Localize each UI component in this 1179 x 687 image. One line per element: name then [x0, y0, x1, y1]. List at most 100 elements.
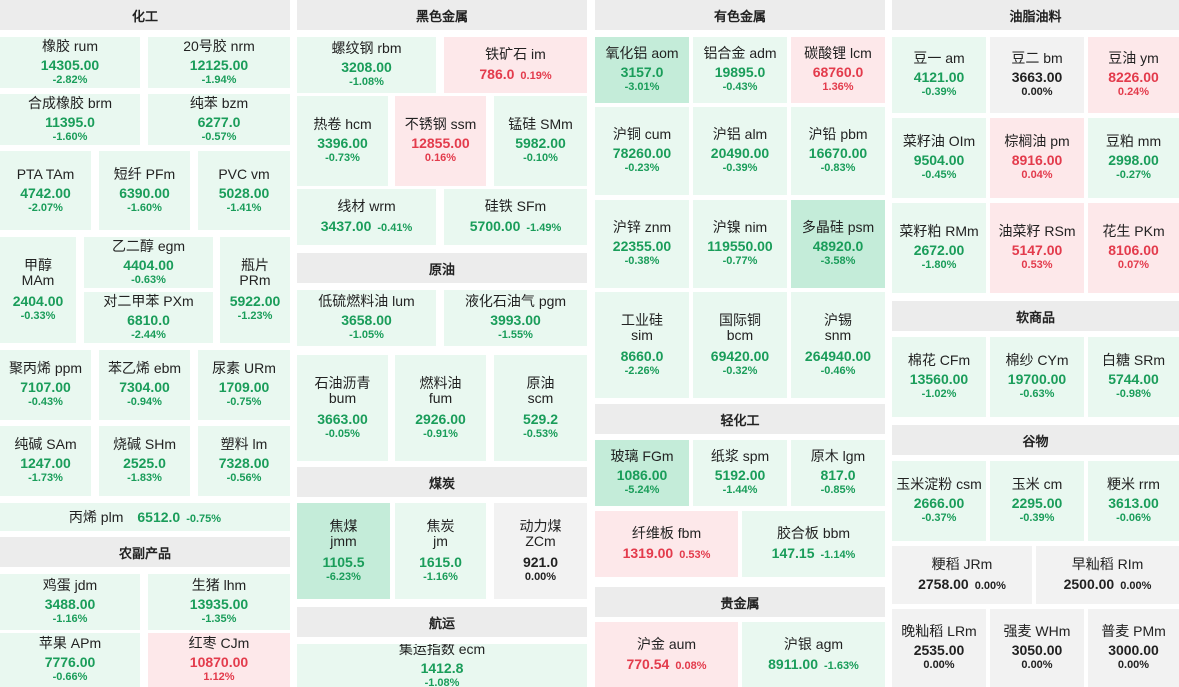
contract-tile-sh[interactable]: 烧碱 SHm 2525.0 -1.83%	[99, 426, 190, 496]
contract-tile-cf[interactable]: 棉花 CFm 13560.00 -1.02%	[892, 337, 986, 417]
contract-change: -0.27%	[1116, 169, 1151, 181]
contract-tile-cj[interactable]: 红枣 CJm 10870.00 1.12%	[148, 633, 290, 687]
contract-tile-c[interactable]: 玉米 cm 2295.00 -0.39%	[990, 461, 1084, 541]
contract-tile-ri[interactable]: 早籼稻 RIm 2500.00 0.00%	[1036, 546, 1179, 604]
contract-tile-m[interactable]: 豆粕 mm 2998.00 -0.27%	[1088, 118, 1179, 198]
contract-tile-rr[interactable]: 粳米 rrm 3613.00 -0.06%	[1088, 461, 1179, 541]
contract-name: 碳酸锂 lcm	[804, 45, 872, 61]
contract-change: -1.35%	[201, 613, 237, 625]
contract-tile-body: 鸡蛋 jdm 3488.00 -1.16%	[43, 578, 97, 626]
contract-tile-pta[interactable]: PTA TAm 4742.00 -2.07%	[0, 151, 91, 230]
contract-tile-rubber[interactable]: 橡胶 rum 14305.00 -2.82%	[0, 37, 140, 88]
contract-tile-lg[interactable]: 原木 lgm 817.0 -0.85%	[791, 440, 885, 506]
contract-tile-oi[interactable]: 菜籽油 OIm 9504.00 -0.45%	[892, 118, 986, 198]
contract-tile-pk[interactable]: 花生 PKm 8106.00 0.07%	[1088, 203, 1179, 293]
contract-tile-ao[interactable]: 氧化铝 aom 3157.0 -3.01%	[595, 37, 689, 103]
contract-tile-a[interactable]: 豆一 am 4121.00 -0.39%	[892, 37, 986, 113]
contract-change: 0.53%	[679, 549, 711, 561]
contract-tile-body: 白糖 SRm 5744.00 -0.98%	[1102, 353, 1165, 401]
contract-tile-rs[interactable]: 油菜籽 RSm 5147.00 0.53%	[990, 203, 1084, 293]
contract-tile-cu[interactable]: 沪铜 cum 78260.00 -0.23%	[595, 107, 689, 195]
contract-tile-body: 螺纹钢 rbm 3208.00 -1.08%	[332, 41, 402, 89]
contract-tile-bb[interactable]: 胶合板 bbm 147.15 -1.14%	[742, 511, 885, 577]
contract-tile-jr[interactable]: 粳稻 JRm 2758.00 0.00%	[892, 546, 1032, 604]
contract-tile-pf[interactable]: 短纤 PFm 6390.00 -1.60%	[99, 151, 190, 230]
contract-tile-p[interactable]: 棕榈油 pm 8916.00 0.04%	[990, 118, 1084, 198]
contract-tile-j[interactable]: 焦炭 jm 1615.0 -1.16%	[395, 503, 486, 599]
contract-change: -2.07%	[28, 201, 63, 214]
contract-tile-ur[interactable]: 尿素 URm 1709.00 -0.75%	[198, 350, 290, 420]
contract-tile-sr[interactable]: 白糖 SRm 5744.00 -0.98%	[1088, 337, 1179, 417]
contract-tile-lh[interactable]: 生猪 lhm 13935.00 -1.35%	[148, 574, 290, 630]
contract-tile-body: 晚籼稻 LRm 2535.00 0.00%	[901, 624, 976, 672]
contract-tile-fu[interactable]: 燃料油 fum 2926.00 -0.91%	[395, 355, 486, 461]
contract-tile-sp[interactable]: 纸浆 spm 5192.00 -1.44%	[693, 440, 787, 506]
contract-tile-l[interactable]: 塑料 lm 7328.00 -0.56%	[198, 426, 290, 496]
contract-tile-wh[interactable]: 强麦 WHm 3050.00 0.00%	[990, 609, 1084, 687]
contract-price: 69420.00	[710, 347, 770, 364]
contract-tile-eg[interactable]: 乙二醇 egm 4404.00 -0.63%	[84, 237, 213, 288]
contract-tile-i[interactable]: 铁矿石 im 786.0 0.19%	[444, 37, 587, 93]
contract-tile-ec[interactable]: 集运指数 ecm 1412.8 -1.08%	[297, 644, 587, 687]
contract-tile-bzm[interactable]: 纯苯 bzm 6277.0 -0.57%	[148, 94, 290, 145]
contract-tile-body: 尿素 URm 1709.00 -0.75%	[212, 361, 276, 409]
contract-tile-si[interactable]: 工业硅 sim 8660.0 -2.26%	[595, 292, 689, 398]
contract-tile-body: 烧碱 SHm 2525.0 -1.83%	[113, 437, 176, 485]
contract-tile-bc[interactable]: 国际铜 bcm 69420.00 -0.32%	[693, 292, 787, 398]
contract-tile-sc[interactable]: 原油 scm 529.2 -0.53%	[494, 355, 587, 461]
contract-tile-zn[interactable]: 沪锌 znm 22355.00 -0.38%	[595, 200, 689, 288]
contract-tile-ad[interactable]: 铝合金 adm 19895.0 -0.43%	[693, 37, 787, 103]
contract-tile-pp[interactable]: 聚丙烯 ppm 7107.00 -0.43%	[0, 350, 91, 420]
contract-tile-sf[interactable]: 硅铁 SFm 5700.00 -1.49%	[444, 189, 587, 245]
contract-name: 橡胶 rum	[42, 37, 98, 54]
contract-tile-px[interactable]: 对二甲苯 PXm 6810.0 -2.44%	[84, 292, 213, 343]
contract-tile-al[interactable]: 沪铝 alm 20490.00 -0.39%	[693, 107, 787, 195]
contract-tile-pg[interactable]: 液化石油气 pgm 3993.00 -1.55%	[444, 290, 587, 346]
contract-tile-sn[interactable]: 沪锡 snm 264940.00 -0.46%	[791, 292, 885, 398]
contract-tile-ma[interactable]: 甲醇 MAm 2404.00 -0.33%	[0, 237, 76, 343]
contract-tile-lc[interactable]: 碳酸锂 lcm 68760.0 1.36%	[791, 37, 885, 103]
contract-tile-zc[interactable]: 动力煤 ZCm 921.0 0.00%	[494, 503, 587, 599]
contract-tile-sa[interactable]: 纯碱 SAm 1247.00 -1.73%	[0, 426, 91, 496]
contract-tile-rb[interactable]: 螺纹钢 rbm 3208.00 -1.08%	[297, 37, 436, 93]
contract-name: 沪铅 pbm	[808, 126, 868, 142]
contract-tile-fb[interactable]: 纤维板 fbm 1319.00 0.53%	[595, 511, 738, 577]
contract-tile-pl[interactable]: 丙烯 plm 6512.0 -0.75%	[0, 503, 290, 531]
contract-tile-wr[interactable]: 线材 wrm 3437.00 -0.41%	[297, 189, 436, 245]
contract-name: 多晶硅 psm	[801, 219, 875, 235]
contract-tile-bu[interactable]: 石油沥青 bum 3663.00 -0.05%	[297, 355, 388, 461]
contract-tile-brm[interactable]: 合成橡胶 brm 11395.0 -1.60%	[0, 94, 140, 145]
contract-tile-au[interactable]: 沪金 aum 770.54 0.08%	[595, 622, 738, 687]
contract-tile-cy[interactable]: 棉纱 CYm 19700.00 -0.63%	[990, 337, 1084, 417]
contract-name: 铝合金 adm	[703, 45, 777, 61]
contract-tile-ni[interactable]: 沪镍 nim 119550.00 -0.77%	[693, 200, 787, 288]
contract-tile-jd[interactable]: 鸡蛋 jdm 3488.00 -1.16%	[0, 574, 140, 630]
contract-tile-hc[interactable]: 热卷 hcm 3396.00 -0.73%	[297, 96, 388, 186]
contract-tile-eb[interactable]: 苯乙烯 ebm 7304.00 -0.94%	[99, 350, 190, 420]
contract-tile-ag[interactable]: 沪银 agm 8911.00 -1.63%	[742, 622, 885, 687]
contract-tile-pr[interactable]: 瓶片 PRm 5922.00 -1.23%	[220, 237, 290, 343]
contract-tile-rm[interactable]: 菜籽粕 RMm 2672.00 -1.80%	[892, 203, 986, 293]
contract-tile-pvc[interactable]: PVC vm 5028.00 -1.41%	[198, 151, 290, 230]
contract-name: 燃料油	[419, 374, 462, 391]
contract-tile-b[interactable]: 豆二 bm 3663.00 0.00%	[990, 37, 1084, 113]
contract-tile-ap[interactable]: 苹果 APm 7776.00 -0.66%	[0, 633, 140, 687]
contract-code: snm	[824, 326, 852, 343]
contract-code: PRm	[239, 271, 271, 288]
contract-tile-pm[interactable]: 普麦 PMm 3000.00 0.00%	[1088, 609, 1179, 687]
contract-tile-ss[interactable]: 不锈钢 ssm 12855.00 0.16%	[395, 96, 486, 186]
contract-tile-cs[interactable]: 玉米淀粉 csm 2666.00 -0.37%	[892, 461, 986, 541]
contract-name: 早籼稻 RIm	[1071, 556, 1144, 572]
contract-tile-lu[interactable]: 低硫燃料油 lum 3658.00 -1.05%	[297, 290, 436, 346]
contract-tile-ps[interactable]: 多晶硅 psm 48920.0 -3.58%	[791, 200, 885, 288]
contract-tile-fg[interactable]: 玻璃 FGm 1086.00 -5.24%	[595, 440, 689, 506]
contract-tile-nr[interactable]: 20号胶 nrm 12125.00 -1.94%	[148, 37, 290, 88]
contract-price: 2404.00	[12, 292, 64, 309]
contract-change: -1.60%	[127, 201, 162, 214]
contract-tile-sm[interactable]: 锰硅 SMm 5982.00 -0.10%	[494, 96, 587, 186]
contract-name: 螺纹钢 rbm	[331, 40, 402, 56]
contract-tile-y[interactable]: 豆油 ym 8226.00 0.24%	[1088, 37, 1179, 113]
contract-tile-pb[interactable]: 沪铅 pbm 16670.00 -0.83%	[791, 107, 885, 195]
contract-tile-jm[interactable]: 焦煤 jmm 1105.5 -6.23%	[297, 503, 390, 599]
contract-tile-lr[interactable]: 晚籼稻 LRm 2535.00 0.00%	[892, 609, 986, 687]
